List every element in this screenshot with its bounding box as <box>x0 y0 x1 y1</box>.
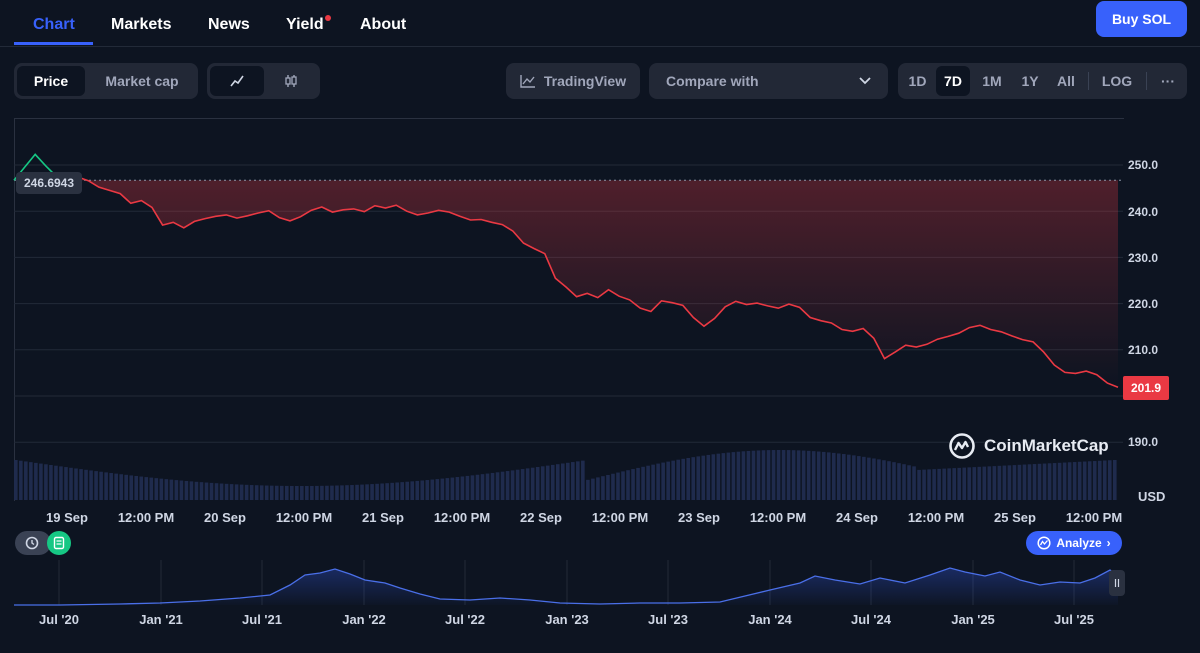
tab-about[interactable]: About <box>360 16 407 33</box>
navigator-x-tick: Jul '21 <box>242 612 282 627</box>
buy-button[interactable]: Buy SOL <box>1096 1 1187 37</box>
range-1m[interactable]: 1M <box>982 73 1002 89</box>
divider <box>1146 72 1147 90</box>
chevron-down-icon <box>859 77 871 85</box>
navigator-x-tick: Jan '25 <box>951 612 995 627</box>
tradingview-label: TradingView <box>543 73 627 89</box>
x-tick-label: 12:00 PM <box>749 510 807 525</box>
range-7d[interactable]: 7D <box>936 66 970 96</box>
y-tick-label: 250.0 <box>1128 158 1159 172</box>
x-tick-label: 12:00 PM <box>433 510 491 525</box>
navigator-x-tick: Jan '21 <box>139 612 183 627</box>
drag-handle-icon <box>1114 579 1120 587</box>
chart-style-toggle <box>207 63 320 99</box>
watermark-text: CoinMarketCap <box>984 436 1109 455</box>
current-price-label: 201.9 <box>1123 376 1169 400</box>
candlestick-button[interactable] <box>265 66 317 96</box>
active-tab-indicator <box>14 42 93 45</box>
x-tick-label: 12:00 PM <box>1065 510 1123 525</box>
range-all[interactable]: All <box>1057 73 1075 89</box>
x-tick-label: 12:00 PM <box>591 510 649 525</box>
analyze-label: Analyze <box>1056 536 1102 550</box>
history-notes-controls <box>15 531 71 555</box>
y-tick-label: 210.0 <box>1128 343 1159 357</box>
open-price-label: 246.6943 <box>16 172 82 194</box>
currency-label: USD <box>1138 489 1166 504</box>
navigator-line <box>14 567 1119 606</box>
analyze-icon <box>1037 536 1051 550</box>
tab-markets[interactable]: Markets <box>111 16 172 33</box>
x-tick-label: 25 Sep <box>994 510 1036 525</box>
y-tick-label: 230.0 <box>1128 251 1159 265</box>
navigator-x-tick: Jul '22 <box>445 612 485 627</box>
yield-notification-dot <box>325 15 331 21</box>
compare-with-label: Compare with <box>666 73 759 89</box>
x-tick-label: 19 Sep <box>46 510 88 525</box>
tradingview-button[interactable]: TradingView <box>506 63 640 99</box>
y-tick-label: 190.0 <box>1128 435 1159 449</box>
candlestick-icon <box>285 75 297 87</box>
x-tick-label: 12:00 PM <box>117 510 175 525</box>
navigator-x-tick: Jul '25 <box>1054 612 1094 627</box>
top-nav: Chart Markets News Yield About Buy SOL <box>0 0 1200 47</box>
range-1y[interactable]: 1Y <box>1021 73 1039 89</box>
range-1d[interactable]: 1D <box>908 73 927 89</box>
tab-chart[interactable]: Chart <box>33 16 75 33</box>
market-cap-toggle[interactable]: Market cap <box>105 73 179 89</box>
divider <box>1088 72 1089 90</box>
chevron-right-icon: › <box>1106 536 1111 550</box>
navigator-range-handle[interactable] <box>1109 570 1125 596</box>
navigator-x-tick: Jul '23 <box>648 612 688 627</box>
tab-yield[interactable]: Yield <box>286 16 324 33</box>
time-range-selector: 1D 7D 1M 1Y All LOG ··· <box>898 63 1187 99</box>
navigator-area <box>14 568 1118 605</box>
x-tick-label: 12:00 PM <box>907 510 965 525</box>
x-tick-label: 12:00 PM <box>275 510 333 525</box>
tab-news[interactable]: News <box>208 16 250 33</box>
navigator-x-tick: Jan '24 <box>748 612 792 627</box>
history-icon[interactable] <box>25 536 39 550</box>
y-tick-label: 240.0 <box>1128 205 1159 219</box>
y-tick-label: 220.0 <box>1128 297 1159 311</box>
x-tick-label: 21 Sep <box>362 510 404 525</box>
notes-icon[interactable] <box>47 531 71 555</box>
line-chart-icon <box>230 75 244 87</box>
x-tick-label: 20 Sep <box>204 510 246 525</box>
x-tick-label: 22 Sep <box>520 510 562 525</box>
analyze-button[interactable]: Analyze › <box>1026 531 1122 555</box>
line-chart-button[interactable] <box>210 66 264 96</box>
log-scale-toggle[interactable]: LOG <box>1101 73 1133 89</box>
price-toggle[interactable]: Price <box>17 66 85 96</box>
more-options-button[interactable]: ··· <box>1161 73 1175 89</box>
navigator-x-tick: Jan '22 <box>342 612 386 627</box>
chart-type-toggle: Price Market cap <box>14 63 198 99</box>
coinmarketcap-logo-icon <box>949 433 975 459</box>
navigator-x-tick: Jul '24 <box>851 612 891 627</box>
navigator-x-tick: Jul '20 <box>39 612 79 627</box>
x-tick-label: 23 Sep <box>678 510 720 525</box>
x-tick-label: 24 Sep <box>836 510 878 525</box>
navigator-x-tick: Jan '23 <box>545 612 589 627</box>
tradingview-icon <box>520 75 535 88</box>
coinmarketcap-watermark: CoinMarketCap <box>948 432 1109 460</box>
compare-with-select[interactable]: Compare with <box>649 63 888 99</box>
